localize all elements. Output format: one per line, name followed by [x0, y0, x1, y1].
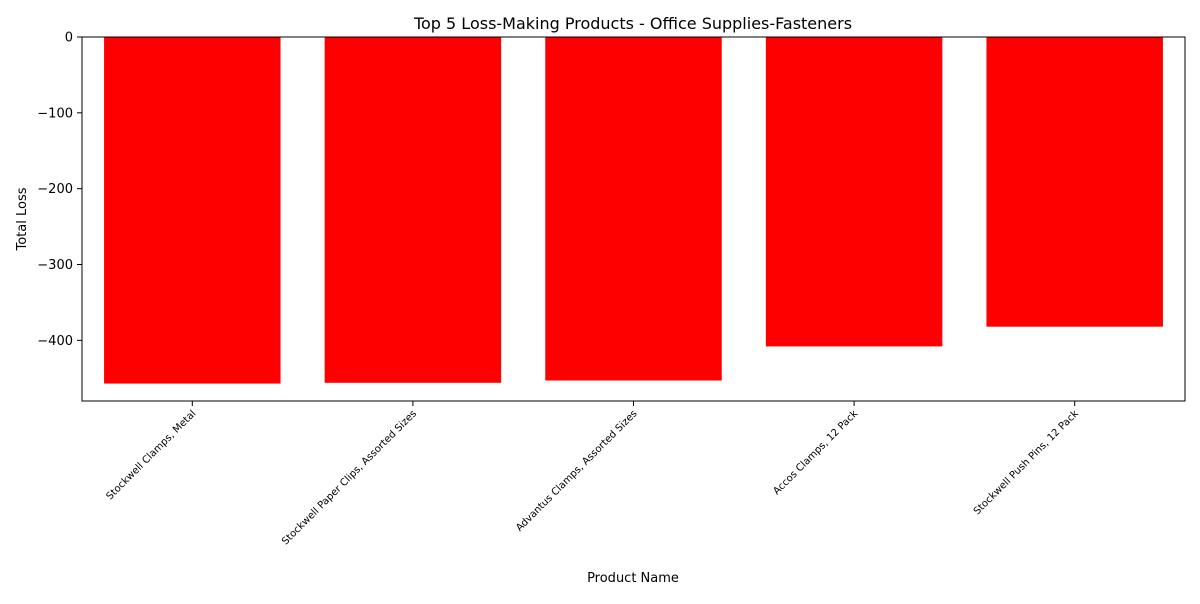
- y-axis-label: Total Loss: [15, 187, 30, 251]
- bar: [324, 37, 502, 383]
- x-tick-label: Stockwell Push Pins, 12 Pack: [972, 408, 1081, 517]
- bars-layer: [104, 37, 1163, 384]
- x-tick-label: Accos Clamps, 12 Pack: [771, 408, 860, 497]
- x-tick-label: Stockwell Clamps, Metal: [104, 408, 198, 502]
- y-tick-label: −300: [37, 258, 73, 273]
- bar: [104, 37, 281, 384]
- y-tick-label: −200: [37, 182, 73, 197]
- x-axis-label: Product Name: [587, 571, 679, 586]
- bar: [765, 37, 943, 347]
- x-tick-label: Advantus Clamps, Assorted Sizes: [514, 408, 639, 533]
- bar: [986, 37, 1163, 327]
- y-tick-label: 0: [65, 31, 73, 46]
- y-tick-label: −100: [37, 106, 73, 121]
- y-tick-label: −400: [37, 334, 73, 349]
- chart-title: Top 5 Loss-Making Products - Office Supp…: [413, 14, 852, 33]
- y-axis: 0 −100 −200 −300 −400: [37, 31, 82, 349]
- x-axis: Stockwell Clamps, Metal Stockwell Paper C…: [104, 401, 1081, 547]
- bar: [545, 37, 722, 381]
- x-tick-label: Stockwell Paper Clips, Assorted Sizes: [280, 408, 419, 547]
- plot-frame: [81, 36, 1186, 402]
